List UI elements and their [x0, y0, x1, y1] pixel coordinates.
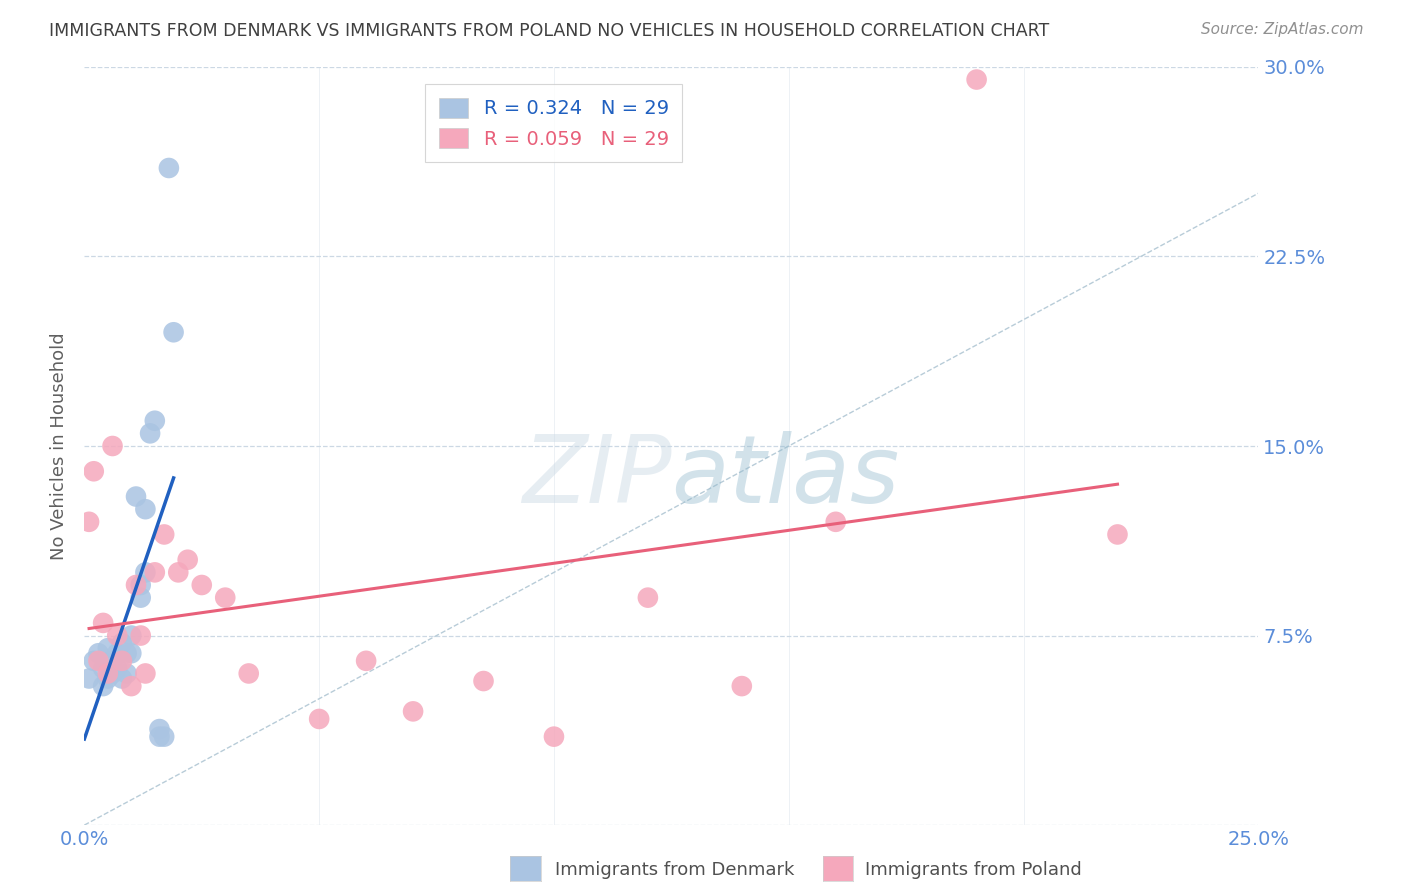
Point: [238, 666, 260, 681]
Point: [111, 672, 134, 686]
Text: Immigrants from Poland: Immigrants from Poland: [865, 861, 1081, 879]
Point: [153, 527, 176, 541]
Point: [139, 426, 162, 441]
Point: [101, 666, 124, 681]
Point: [105, 628, 128, 642]
Point: [731, 679, 754, 693]
Point: [143, 566, 166, 580]
Point: [402, 705, 425, 719]
Y-axis label: No Vehicles in Household: No Vehicles in Household: [51, 332, 69, 560]
Point: [134, 666, 156, 681]
Point: [91, 661, 114, 675]
Point: [87, 654, 110, 668]
Point: [87, 646, 110, 660]
Point: [157, 161, 180, 175]
Point: [129, 578, 152, 592]
Point: [101, 654, 124, 668]
Text: IMMIGRANTS FROM DENMARK VS IMMIGRANTS FROM POLAND NO VEHICLES IN HOUSEHOLD CORRE: IMMIGRANTS FROM DENMARK VS IMMIGRANTS FR…: [49, 22, 1049, 40]
Point: [77, 515, 100, 529]
Point: [162, 325, 184, 339]
Point: [125, 490, 148, 504]
Point: [191, 578, 214, 592]
Point: [83, 464, 105, 478]
Point: [120, 646, 142, 660]
Point: [134, 566, 156, 580]
Point: [97, 666, 120, 681]
Point: [129, 628, 152, 642]
Point: [91, 679, 114, 693]
Point: [167, 566, 190, 580]
Point: [115, 646, 138, 660]
Point: [115, 666, 138, 681]
Point: [1107, 527, 1129, 541]
Point: [129, 591, 152, 605]
Point: [97, 672, 120, 686]
Point: [125, 578, 148, 592]
Point: [83, 654, 105, 668]
Point: [148, 722, 170, 736]
Point: [105, 646, 128, 660]
Point: [134, 502, 156, 516]
Point: [143, 414, 166, 428]
Point: [214, 591, 236, 605]
Point: [77, 672, 100, 686]
Point: [120, 679, 142, 693]
Point: [101, 439, 124, 453]
Point: [637, 591, 659, 605]
Point: [176, 552, 198, 567]
Legend: R = 0.324   N = 29, R = 0.059   N = 29: R = 0.324 N = 29, R = 0.059 N = 29: [426, 84, 682, 162]
Point: [91, 615, 114, 630]
Point: [308, 712, 330, 726]
Point: [111, 654, 134, 668]
Point: [354, 654, 377, 668]
Point: [105, 661, 128, 675]
Text: atlas: atlas: [672, 431, 900, 522]
Text: Source: ZipAtlas.com: Source: ZipAtlas.com: [1201, 22, 1364, 37]
Point: [472, 674, 495, 689]
Point: [824, 515, 846, 529]
Point: [97, 641, 120, 656]
Point: [966, 72, 988, 87]
Point: [153, 730, 176, 744]
Text: ZIP: ZIP: [522, 431, 672, 522]
Point: [148, 730, 170, 744]
Point: [111, 636, 134, 650]
Text: Immigrants from Denmark: Immigrants from Denmark: [555, 861, 794, 879]
Point: [120, 628, 142, 642]
Point: [543, 730, 565, 744]
